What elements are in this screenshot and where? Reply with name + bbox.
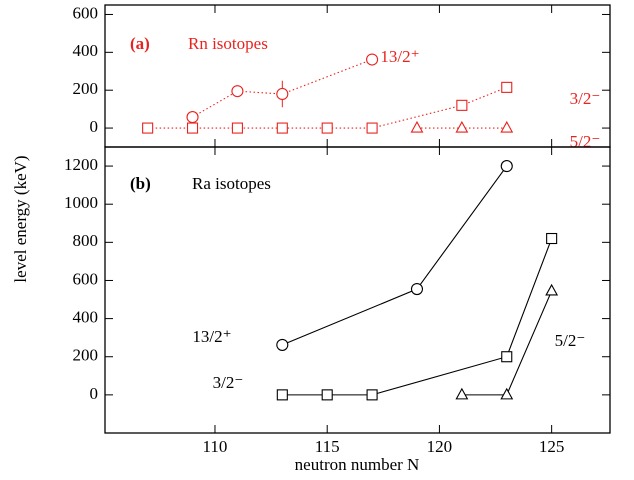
marker [321,389,333,401]
series-label: 5/2⁻ [570,132,601,151]
y-tick-label: 200 [73,79,99,98]
marker [276,122,288,134]
panel-tag: (a) [130,34,150,53]
marker [500,387,514,400]
y-tick-label: 600 [73,3,99,22]
y-tick-label: 600 [73,269,99,288]
x-tick-label: 120 [427,437,453,456]
series-line [282,238,553,396]
marker [186,111,199,124]
series-line [282,165,508,346]
marker [500,160,513,173]
series-label: 13/2⁺ [192,327,231,346]
plot-frame [104,4,611,148]
plot-frame [104,146,611,434]
series-label: 13/2⁺ [380,47,419,66]
panel-title: Rn isotopes [188,34,268,53]
marker [276,389,288,401]
y-tick-label: 0 [90,384,99,403]
y-tick-label: 800 [73,231,99,250]
marker [366,53,379,66]
marker [455,120,469,133]
marker [501,81,513,93]
y-tick-label: 1200 [64,155,98,174]
marker [410,120,424,133]
y-tick-label: 400 [73,41,99,60]
series-label: 5/2⁻ [555,331,586,350]
marker [276,87,289,101]
series-line [147,86,507,129]
marker [231,122,243,134]
x-tick-label: 125 [539,437,565,456]
marker [500,120,514,133]
marker [321,122,333,134]
series-label: 3/2⁻ [570,89,601,108]
series-line [192,59,373,118]
y-tick-label: 0 [90,117,99,136]
panel-title: Ra isotopes [192,174,271,193]
marker [501,351,513,363]
x-tick-label: 115 [315,437,340,456]
marker [276,338,289,351]
x-tick-label: 110 [203,437,228,456]
series-line [461,290,553,396]
marker [455,387,469,400]
marker [366,122,378,134]
marker [142,122,154,134]
marker [456,99,468,111]
y-tick-label: 200 [73,346,99,365]
y-tick-label: 1000 [64,193,98,212]
marker [231,85,244,98]
marker [410,282,424,296]
panel-tag: (b) [130,174,151,193]
marker [545,283,559,296]
y-axis-label: level energy (keV) [11,155,30,282]
x-axis-label: neutron number N [295,455,420,474]
marker [366,389,378,401]
marker [546,232,558,245]
marker [186,122,199,134]
series-label: 3/2⁻ [213,373,244,392]
y-tick-label: 400 [73,308,99,327]
